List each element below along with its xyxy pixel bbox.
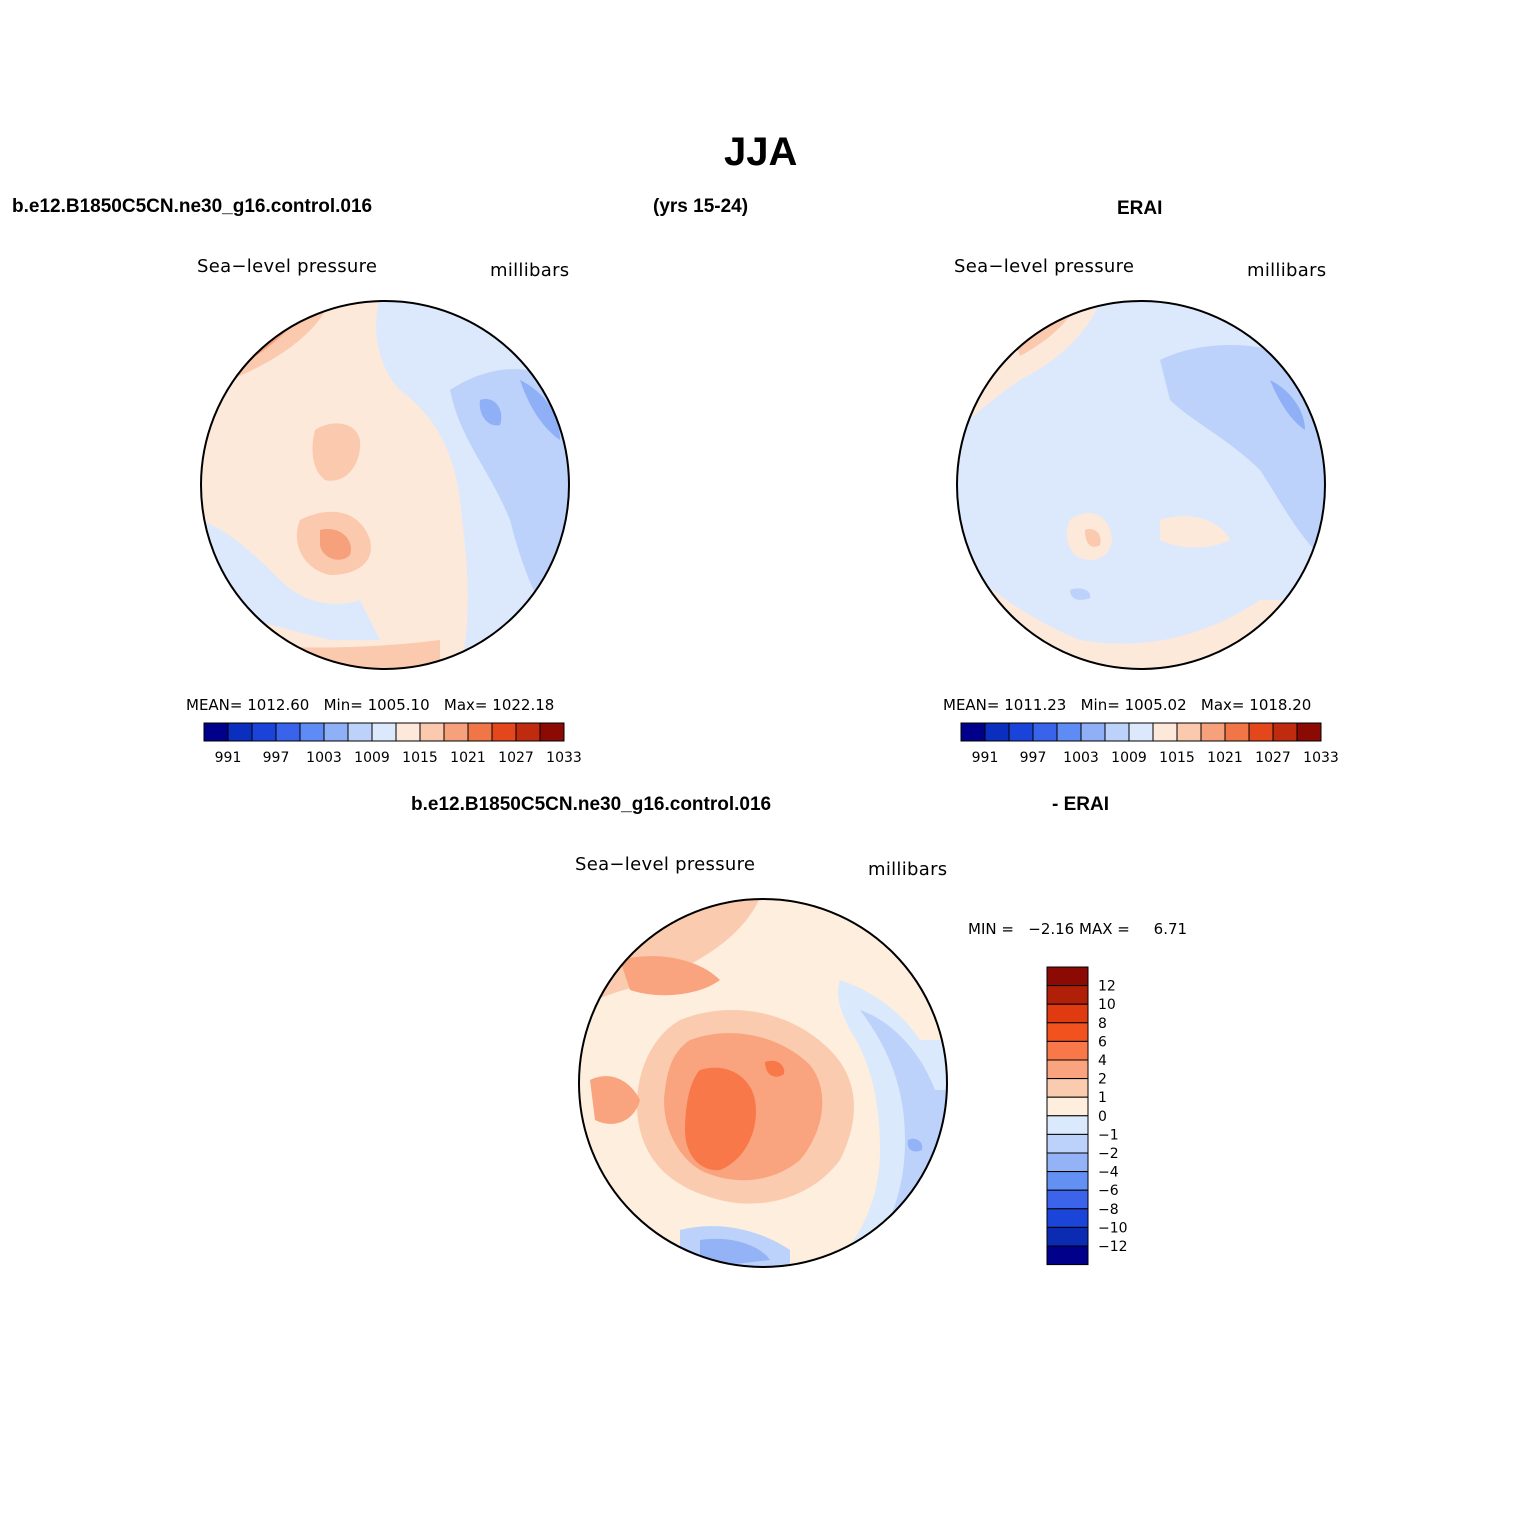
model-case-name: b.e12.B1850C5CN.ne30_g16.control.016 <box>12 196 373 217</box>
model-colorbar-tick: 1033 <box>546 750 582 766</box>
obs-units-label: millibars <box>1247 260 1327 281</box>
diff-colorbar-tick: 2 <box>1098 1072 1107 1088</box>
model-max-value: 1022.18 <box>492 696 555 714</box>
model-min-label: Min= <box>323 696 363 714</box>
diff-colorbar-tick: −8 <box>1098 1202 1119 1218</box>
model-colorbar-tick: 1021 <box>450 750 486 766</box>
diff-minus-label: - ERAI <box>1052 794 1109 815</box>
model-stats: MEAN= 1012.60 Min= 1005.10 Max= 1022.18 <box>186 696 554 714</box>
diff-colorbar-box <box>1046 1133 1089 1154</box>
diff-colorbar-tick: 6 <box>1098 1034 1107 1050</box>
model-min-value: 1005.10 <box>367 696 430 714</box>
diff-colorbar-tick: 10 <box>1098 997 1116 1013</box>
diff-colorbar-box <box>1046 1226 1089 1247</box>
model-colorbar-tick: 1027 <box>498 750 534 766</box>
obs-name: ERAI <box>1117 198 1163 219</box>
diff-units-label: millibars <box>868 859 948 880</box>
diff-colorbar-box <box>1046 1171 1089 1191</box>
model-mean-value: 1012.60 <box>247 696 310 714</box>
obs-colorbar: 991 997 1003 1009 1015 1021 1027 1033 <box>960 722 1339 766</box>
model-colorbar: 991 997 1003 1009 1015 1021 1027 1033 <box>203 722 582 766</box>
diff-colorbar-tick: −10 <box>1098 1220 1128 1236</box>
diff-max-label: MAX = <box>1079 920 1130 938</box>
obs-stats: MEAN= 1011.23 Min= 1005.02 Max= 1018.20 <box>943 696 1311 714</box>
diff-colorbar-tick: 8 <box>1098 1016 1107 1032</box>
obs-min-value: 1005.02 <box>1124 696 1187 714</box>
model-colorbar-tick: 997 <box>263 750 290 766</box>
diff-case-name: b.e12.B1850C5CN.ne30_g16.control.016 <box>411 794 772 815</box>
diff-colorbar-tick: −4 <box>1098 1165 1119 1181</box>
diff-colorbar-box <box>1046 1245 1089 1266</box>
obs-mean-value: 1011.23 <box>1004 696 1067 714</box>
obs-colorbar-tick: 1027 <box>1255 750 1291 766</box>
obs-min-label: Min= <box>1080 696 1120 714</box>
diff-colorbar-tick: −12 <box>1098 1239 1128 1255</box>
diff-colorbar-tick: 1 <box>1098 1090 1107 1106</box>
obs-max-label: Max= <box>1200 696 1245 714</box>
diff-stats: MIN = −2.16 MAX = 6.71 <box>968 920 1187 938</box>
figure-title: JJA <box>724 130 798 174</box>
diff-colorbar-box <box>1046 1078 1089 1098</box>
diff-colorbar-tick: 4 <box>1098 1053 1107 1069</box>
diff-colorbar-box <box>1046 1189 1089 1210</box>
diff-variable-label: Sea−level pressure <box>575 854 756 875</box>
obs-colorbar-box <box>1296 722 1322 742</box>
diff-colorbar-tick: 0 <box>1098 1109 1107 1125</box>
diff-colorbar-box <box>1046 1208 1089 1228</box>
obs-max-value: 1018.20 <box>1249 696 1312 714</box>
diff-colorbar-box <box>1046 966 1089 987</box>
obs-variable-label: Sea−level pressure <box>954 256 1135 277</box>
diff-colorbar-box <box>1046 1040 1089 1061</box>
model-colorbar-tick: 991 <box>215 750 242 766</box>
diff-colorbar-box <box>1046 1115 1089 1135</box>
diff-colorbar-box <box>1046 1003 1089 1024</box>
model-mean-label: MEAN= <box>186 696 243 714</box>
obs-colorbar-tick: 1021 <box>1207 750 1243 766</box>
model-colorbar-tick: 1009 <box>354 750 390 766</box>
model-colorbar-box <box>539 722 565 742</box>
diff-colorbar-tick: −6 <box>1098 1183 1119 1199</box>
diff-colorbar-box <box>1046 1096 1089 1117</box>
diff-min-label: MIN = <box>968 920 1014 938</box>
diff-colorbar-box <box>1046 1059 1089 1080</box>
obs-colorbar-tick: 991 <box>972 750 999 766</box>
obs-colorbar-tick: 1009 <box>1111 750 1147 766</box>
diff-colorbar-box <box>1046 985 1089 1005</box>
diff-colorbar-tick: 12 <box>1098 979 1116 995</box>
obs-colorbar-tick: 997 <box>1020 750 1047 766</box>
model-colorbar-tick: 1015 <box>402 750 438 766</box>
diff-min-value: −2.16 <box>1028 920 1075 938</box>
diff-colorbar-tick: −1 <box>1098 1127 1119 1143</box>
model-years: (yrs 15-24) <box>653 196 749 217</box>
diff-colorbar-tick: −2 <box>1098 1146 1119 1162</box>
obs-colorbar-tick: 1015 <box>1159 750 1195 766</box>
obs-colorbar-tick: 1033 <box>1303 750 1339 766</box>
obs-colorbar-tick: 1003 <box>1063 750 1099 766</box>
model-max-label: Max= <box>443 696 488 714</box>
obs-mean-label: MEAN= <box>943 696 1000 714</box>
diff-max-value: 6.71 <box>1153 920 1188 938</box>
diff-colorbar-box <box>1046 1022 1089 1042</box>
model-units-label: millibars <box>490 260 570 281</box>
model-colorbar-tick: 1003 <box>306 750 342 766</box>
model-variable-label: Sea−level pressure <box>197 256 378 277</box>
diff-colorbar-box <box>1046 1152 1089 1173</box>
